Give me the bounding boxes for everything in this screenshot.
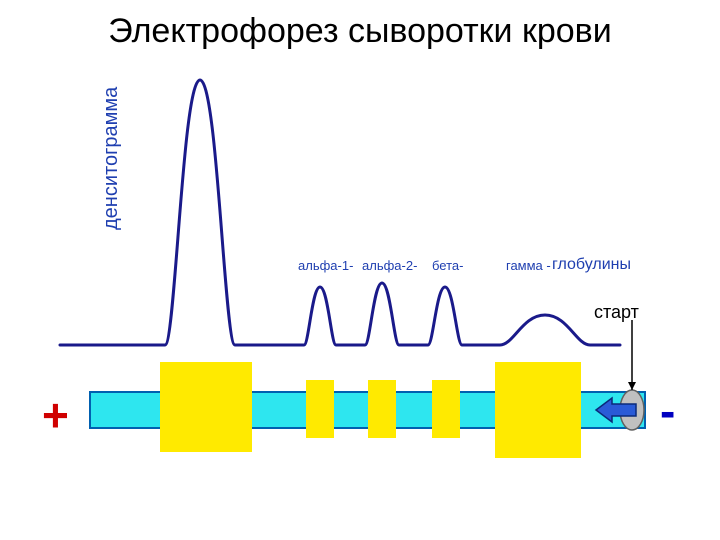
diagram-canvas: [0, 0, 720, 540]
alpha2-band: [368, 380, 396, 438]
densitogram-curve: [60, 80, 620, 345]
gamma-band: [495, 362, 581, 458]
alpha1-band: [306, 380, 334, 438]
bands-group: [160, 362, 581, 458]
start-pointer: [628, 320, 636, 390]
albumin-band: [160, 362, 252, 452]
beta-band: [432, 380, 460, 438]
